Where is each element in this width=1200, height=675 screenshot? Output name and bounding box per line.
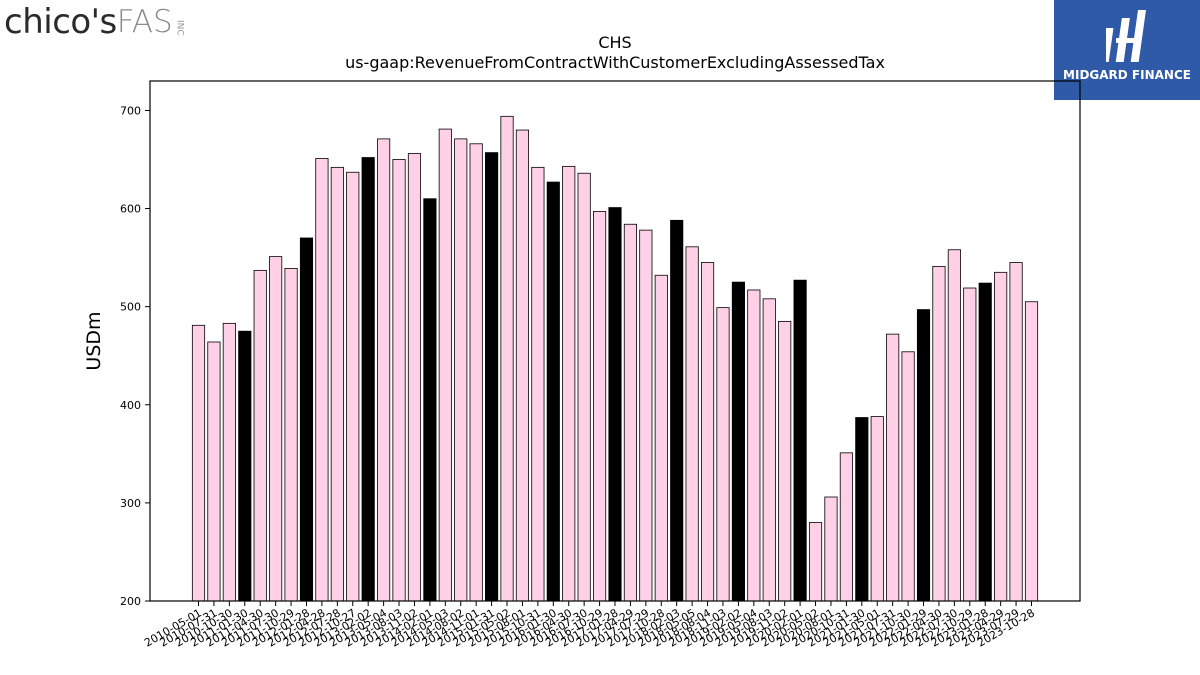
bar-2022-01-29 bbox=[916, 309, 931, 602]
bar-2013-02-02 bbox=[361, 157, 375, 602]
bar-2011-01-30 bbox=[238, 330, 252, 602]
bar-2010-10-30 bbox=[222, 322, 236, 602]
logo-brand-text: chico's bbox=[4, 2, 117, 42]
bar-2023-07-29 bbox=[1009, 262, 1023, 602]
bar-2013-11-02 bbox=[407, 153, 422, 602]
bar-2019-08-03 bbox=[762, 298, 776, 602]
bar-2021-07-31 bbox=[886, 333, 900, 602]
logo-name-text: MIDGARD FINANCE bbox=[1063, 68, 1191, 82]
x-axis-ticks: 2010-05-012010-07-312010-10-302011-01-30… bbox=[142, 601, 1037, 650]
chart-title: CHS bbox=[598, 33, 631, 52]
chart-subtitle: us-gaap:RevenueFromContractWithCustomerE… bbox=[345, 53, 885, 72]
y-tick-label: 300 bbox=[120, 497, 141, 510]
bar-2012-04-28 bbox=[315, 158, 329, 602]
bar-2015-08-01 bbox=[515, 129, 530, 602]
bar-2017-07-29 bbox=[639, 229, 653, 602]
bar-2015-01-31 bbox=[485, 152, 499, 602]
bar-2018-11-03 bbox=[716, 307, 730, 602]
logo-suffix-text: FAS bbox=[116, 4, 173, 40]
bar-2018-02-03 bbox=[670, 219, 684, 602]
bar-2014-02-01 bbox=[423, 198, 437, 602]
midgard-finance-logo: MIDGARD FINANCE bbox=[1054, 0, 1200, 100]
company-logo: chico's FAS INC bbox=[4, 2, 185, 42]
bar-2016-10-29 bbox=[593, 211, 607, 602]
y-axis-label: USDm bbox=[83, 311, 105, 370]
bar-2023-04-29 bbox=[994, 271, 1008, 602]
bar-2021-01-30 bbox=[855, 417, 869, 602]
bar-2022-04-30 bbox=[932, 266, 946, 602]
bar-2016-04-30 bbox=[562, 165, 576, 602]
y-tick-label: 400 bbox=[120, 399, 141, 412]
bar-2016-07-30 bbox=[577, 172, 591, 602]
bar-2019-11-02 bbox=[778, 320, 792, 602]
bar-2019-02-02 bbox=[731, 281, 745, 602]
bar-2019-05-04 bbox=[747, 289, 761, 602]
bar-2017-04-29 bbox=[623, 223, 638, 602]
bar-2014-11-01 bbox=[469, 143, 483, 602]
bar-2011-10-29 bbox=[284, 267, 298, 602]
bar-2020-05-02 bbox=[808, 522, 823, 602]
bar-2013-05-04 bbox=[377, 138, 391, 602]
bar-2011-07-30 bbox=[269, 256, 283, 602]
bars-group bbox=[191, 115, 1039, 602]
bar-2010-05-01 bbox=[191, 324, 206, 602]
bar-2012-07-28 bbox=[330, 166, 344, 602]
y-tick-label: 700 bbox=[120, 104, 141, 117]
bar-2016-01-30 bbox=[546, 181, 560, 602]
bar-2023-10-28 bbox=[1024, 301, 1039, 602]
bar-2012-01-28 bbox=[299, 237, 314, 602]
bar-2017-01-28 bbox=[608, 207, 622, 602]
bar-2012-10-27 bbox=[346, 171, 360, 602]
plot-frame bbox=[149, 80, 1081, 602]
bar-2021-10-30 bbox=[901, 351, 915, 602]
bar-2014-05-03 bbox=[438, 128, 452, 602]
bar-2020-02-01 bbox=[793, 279, 807, 602]
bar-2018-05-05 bbox=[685, 246, 699, 602]
bar-2018-08-04 bbox=[700, 262, 715, 602]
bar-2014-08-02 bbox=[454, 138, 468, 602]
y-tick-label: 200 bbox=[120, 595, 141, 608]
bar-2023-01-28 bbox=[978, 282, 992, 602]
bar-2021-05-01 bbox=[870, 416, 884, 602]
bar-2017-10-28 bbox=[654, 274, 668, 602]
y-tick-label: 600 bbox=[120, 203, 141, 216]
y-axis-ticks: 200 300 400 500 600 700 bbox=[120, 104, 150, 608]
y-tick-label: 500 bbox=[120, 301, 141, 314]
bar-2013-08-03 bbox=[392, 159, 406, 602]
midgard-mark-icon bbox=[1106, 10, 1146, 62]
bar-2022-07-30 bbox=[947, 249, 961, 602]
bar-2011-04-30 bbox=[253, 269, 267, 602]
bar-2010-07-31 bbox=[207, 341, 221, 602]
bar-2022-10-29 bbox=[963, 287, 977, 602]
bar-2015-05-02 bbox=[500, 115, 514, 602]
bar-2020-08-01 bbox=[824, 496, 838, 602]
bar-2015-10-31 bbox=[531, 166, 545, 602]
bar-2020-10-31 bbox=[839, 452, 853, 602]
logo-tag-text: INC bbox=[174, 20, 185, 36]
